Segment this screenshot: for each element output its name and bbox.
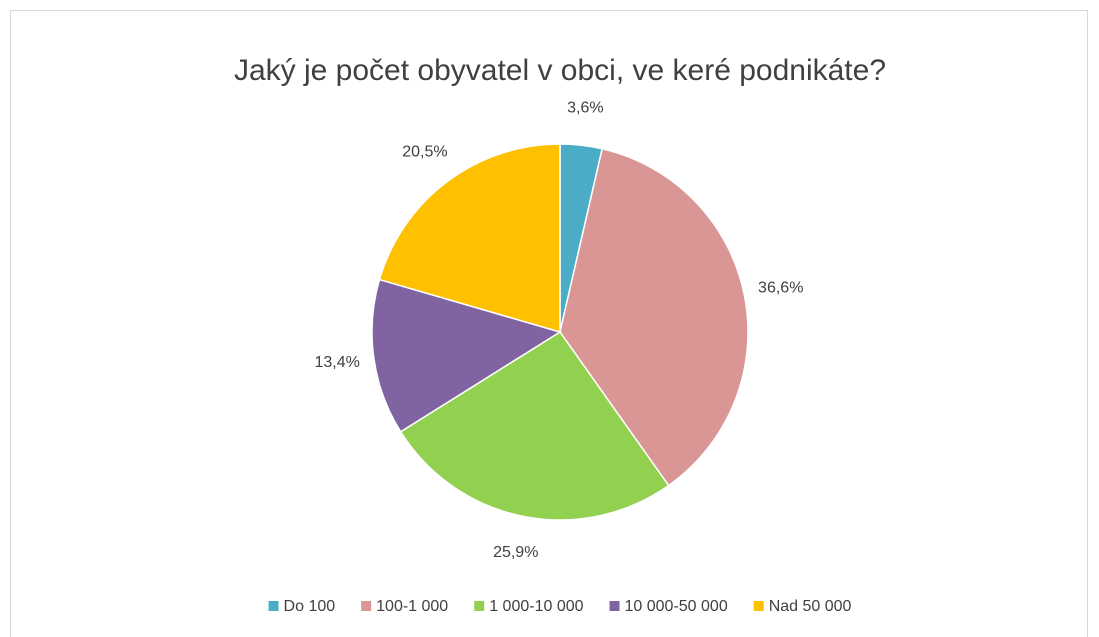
legend-label: 10 000-50 000 (625, 598, 728, 615)
legend-swatch (609, 601, 620, 611)
data-label: 20,5% (402, 143, 447, 160)
legend-swatch (474, 601, 485, 611)
chart-title: Jaký je počet obyvatel v obci, ve keré p… (234, 54, 886, 87)
data-label: 13,4% (314, 354, 359, 371)
pie-slice (399, 330, 670, 521)
legend-label: 1 000-10 000 (489, 598, 583, 615)
legend-swatch (268, 601, 279, 611)
pie-slice (378, 143, 561, 333)
legend-label: Do 100 (284, 598, 336, 615)
pie-slice (371, 278, 562, 433)
data-label: 3,6% (567, 100, 603, 117)
legend-label: 100-1 000 (376, 598, 448, 615)
legend-swatch (753, 601, 764, 611)
data-label: 36,6% (758, 280, 803, 297)
pie-slice (559, 147, 749, 487)
data-label: 25,9% (493, 544, 538, 561)
legend-label: Nad 50 000 (769, 598, 852, 615)
legend-swatch (361, 601, 372, 611)
